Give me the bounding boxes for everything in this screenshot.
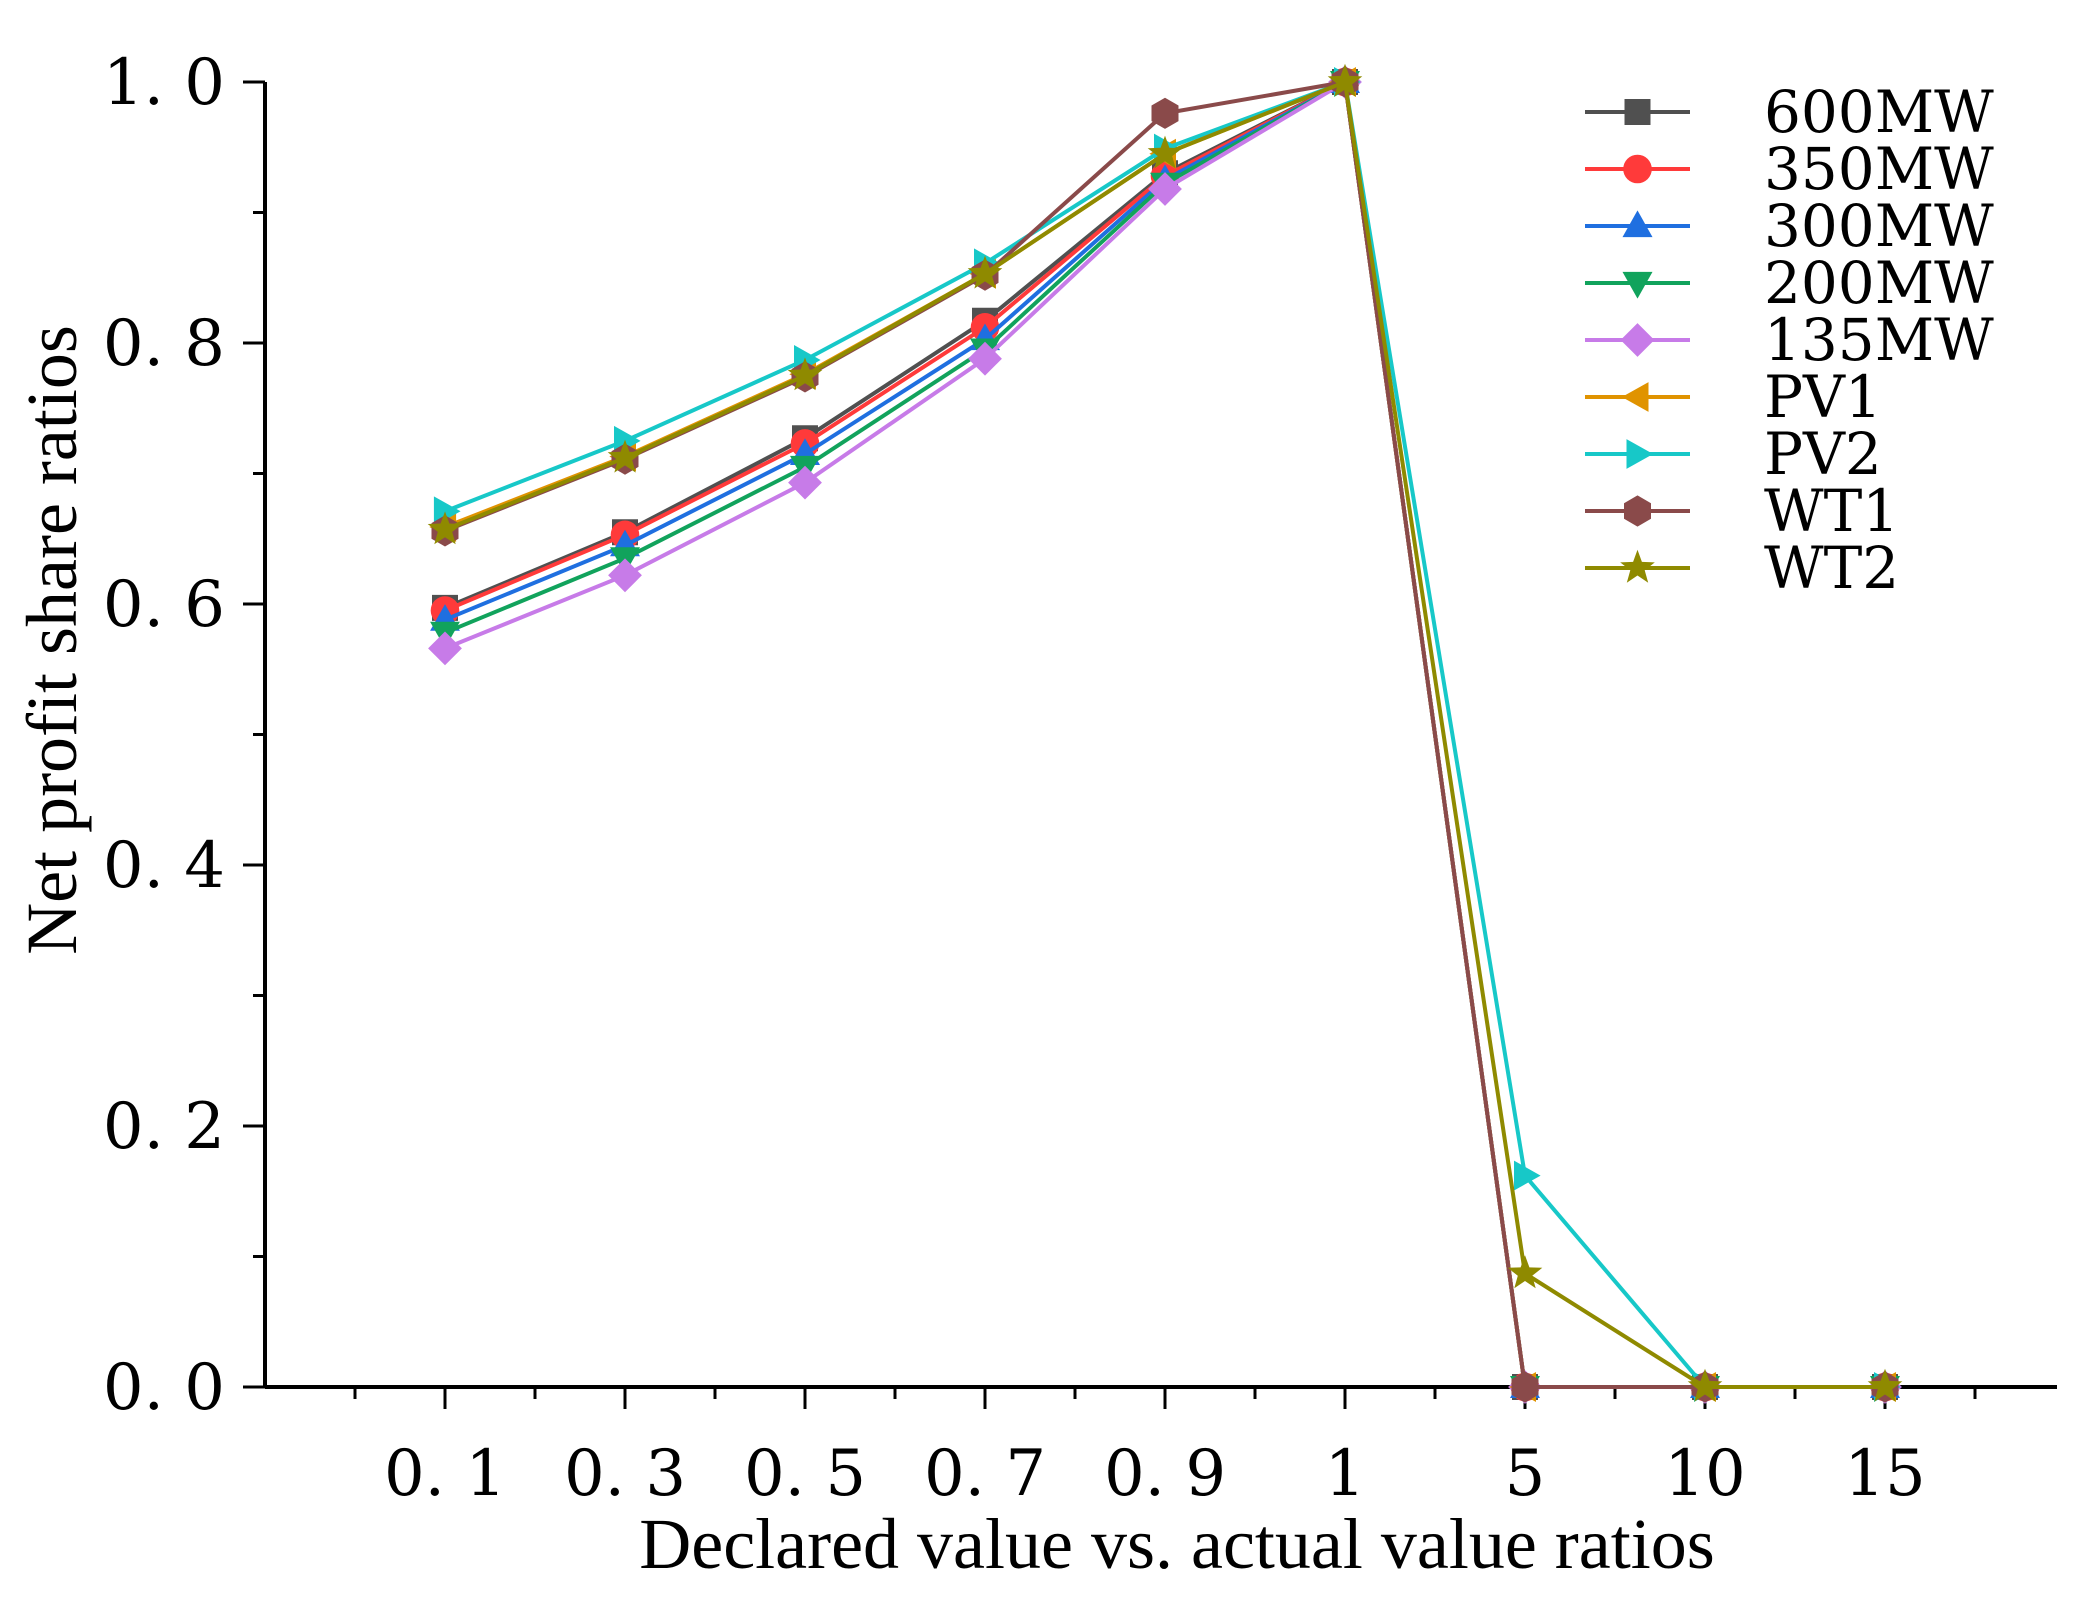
x-tick-label: 10: [1664, 1437, 1745, 1511]
legend-marker: [1621, 382, 1649, 412]
legend-label: 600MW: [1764, 78, 1994, 146]
legend-item-wt2: WT2: [1585, 534, 1899, 602]
data-point-wt2: [1147, 135, 1183, 169]
data-point-135mw: [968, 341, 1002, 376]
series-300mw: [430, 66, 1900, 1398]
x-tick-label: 0. 5: [744, 1437, 866, 1511]
series-line-135mw: [444, 78, 1885, 1389]
legend-item-350mw: 350MW: [1585, 135, 1994, 203]
data-point-135mw: [428, 631, 462, 666]
legend-label: WT2: [1764, 534, 1899, 602]
legend-item-200mw: 200MW: [1585, 249, 1994, 317]
legend-marker: [1624, 99, 1651, 125]
series-line-wt1: [444, 79, 1885, 1389]
legend-marker: [1622, 210, 1653, 238]
series-line-350mw: [444, 78, 1885, 1389]
series-600mw: [432, 69, 1898, 1400]
data-point-135mw: [1148, 172, 1182, 206]
legend-item-pv1: PV1: [1585, 363, 1882, 431]
series-135mw: [428, 65, 1902, 1404]
legend-marker: [1626, 439, 1654, 469]
x-tick-label: 0. 7: [924, 1437, 1046, 1511]
y-tick-label: 1. 0: [103, 46, 225, 120]
data-point-wt1: [1151, 97, 1179, 129]
data-point-wt2: [607, 439, 643, 473]
legend-label: WT1: [1764, 477, 1899, 545]
series-line-pv2: [444, 79, 1885, 1389]
y-ticks: 0. 0 0. 2 0. 4 0. 6 0. 8 1. 0: [103, 46, 265, 1425]
legend-item-300mw: 300MW: [1585, 192, 1994, 260]
series-line-600mw: [444, 78, 1885, 1389]
y-tick-label: 0. 8: [103, 307, 225, 381]
x-tick-label: 5: [1505, 1437, 1546, 1511]
legend-label: 200MW: [1764, 249, 1994, 317]
series-wt1: [431, 66, 1899, 1403]
series-350mw: [430, 67, 1900, 1402]
legend-item-pv2: PV2: [1585, 420, 1882, 488]
x-tick-label: 1: [1325, 1437, 1366, 1511]
data-point-wt2: [1507, 1255, 1543, 1289]
y-tick-label: 0. 2: [103, 1090, 225, 1164]
data-point-wt2: [1687, 1368, 1723, 1402]
legend-marker: [1623, 154, 1652, 184]
legend-marker: [1620, 549, 1655, 583]
series-line-300mw: [444, 78, 1885, 1389]
legend-marker: [1624, 495, 1651, 527]
legend-label: 300MW: [1764, 192, 1994, 260]
data-point-135mw: [788, 465, 822, 500]
legend-label: PV1: [1764, 363, 1882, 431]
x-tick-label: 0. 1: [384, 1437, 506, 1511]
x-tick-label: 0. 9: [1104, 1437, 1226, 1511]
series-pv2: [433, 67, 1901, 1402]
series-line-200mw: [444, 78, 1885, 1389]
series-line-pv1: [444, 79, 1885, 1389]
legend-marker: [1622, 271, 1653, 299]
y-axis-title: Net profit share ratios: [12, 325, 92, 955]
legend-item-135mw: 135MW: [1585, 306, 1994, 374]
legend-marker: [1620, 323, 1655, 357]
data-point-wt2: [787, 357, 823, 391]
legend-item-wt1: WT1: [1585, 477, 1899, 545]
data-point-pv2: [1514, 1160, 1541, 1191]
legend-label: PV2: [1764, 420, 1882, 488]
data-point-wt2: [967, 255, 1003, 289]
series-wt2: [427, 63, 1903, 1402]
legend-item-600mw: 600MW: [1585, 78, 1994, 146]
data-point-135mw: [608, 558, 642, 593]
series-line-wt2: [444, 79, 1885, 1389]
x-ticks: 0. 1 0. 3 0. 5 0. 7 0. 9 1 5 10 15: [353, 1387, 1977, 1511]
x-tick-label: 0. 3: [564, 1437, 686, 1511]
data-point-wt2: [1867, 1368, 1903, 1402]
series-pv1: [429, 67, 1896, 1402]
y-tick-label: 0. 6: [103, 568, 225, 642]
data-point-wt2: [1327, 63, 1363, 97]
data-point-wt1: [1511, 1371, 1539, 1403]
y-tick-label: 0. 0: [103, 1351, 225, 1425]
y-tick-label: 0. 4: [103, 829, 225, 903]
legend-label: 135MW: [1764, 306, 1994, 374]
legend-label: 350MW: [1764, 135, 1994, 203]
x-axis-title: Declared value vs. actual value ratios: [639, 1504, 1715, 1584]
x-tick-label: 15: [1844, 1437, 1925, 1511]
series-200mw: [430, 71, 1900, 1403]
series-layer: [427, 63, 1903, 1404]
data-point-wt2: [427, 511, 463, 545]
